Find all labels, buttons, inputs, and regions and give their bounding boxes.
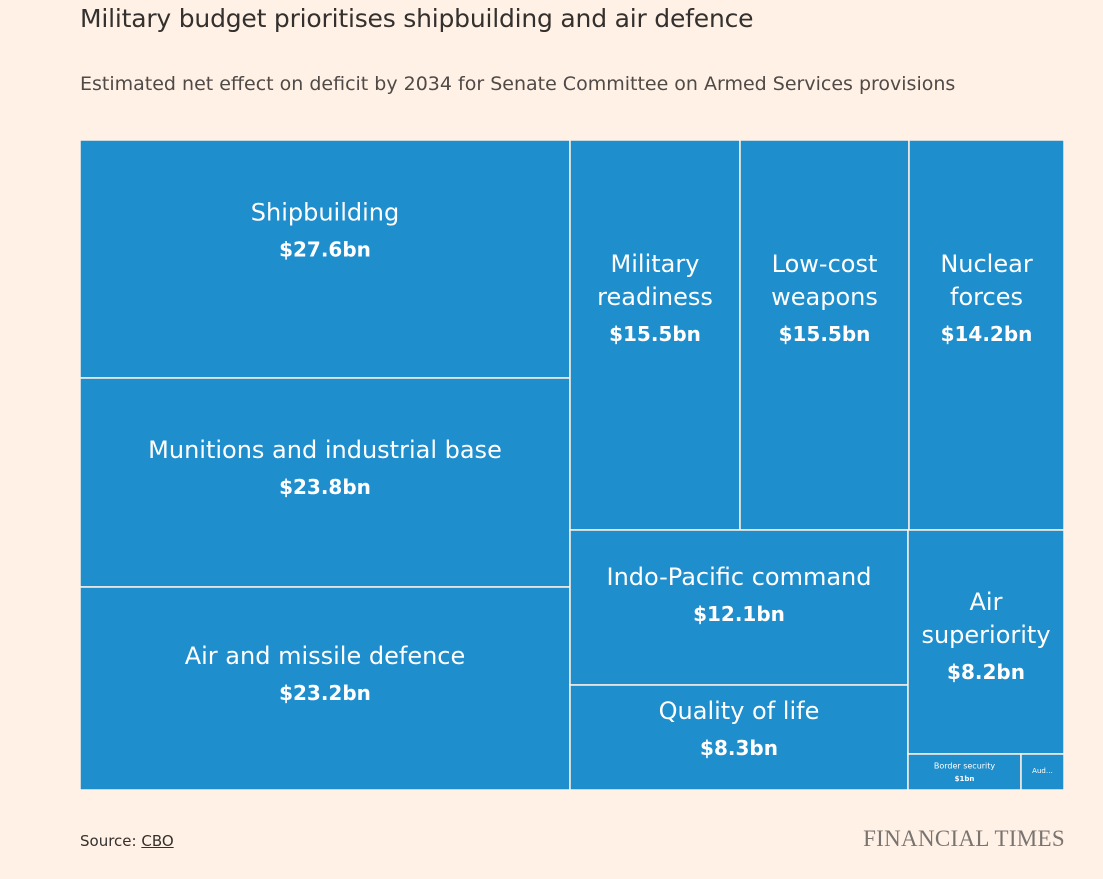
tile-label: Aud… [1032,767,1053,775]
treemap-tile[interactable]: Quality of life $8.3bn [569,684,909,791]
tile-value-label: $23.8bn [279,475,371,499]
tile-label: Border security [934,762,996,771]
treemap-tile[interactable]: Nuclear forces $14.2bn [908,139,1065,531]
tile-label: Air [970,588,1003,616]
tile-label: Shipbuilding [251,199,399,227]
tile-value-label: $12.1bn [693,602,785,626]
tile-value-label: $23.2bn [279,681,371,705]
tile-label: Air and missile defence [185,642,466,670]
tile-label: Indo-Pacific command [606,563,871,591]
chart-subtitle: Estimated net effect on deficit by 2034 … [80,73,956,95]
treemap-tile[interactable]: Indo-Pacific command $12.1bn [569,529,909,686]
source-label: Source: [80,832,142,850]
tile-label: Munitions and industrial base [148,436,502,464]
tile-label: Quality of life [659,697,820,725]
tile-label: Military [611,250,700,278]
source-note: Source: CBO [80,832,174,850]
treemap-tile[interactable]: Low-cost weapons $15.5bn [739,139,910,531]
tile-label: Nuclear [940,250,1033,278]
treemap-tile[interactable]: Border security $1bn [907,753,1022,791]
treemap-tile[interactable]: Air superiority $8.2bn [907,529,1065,755]
tile-value-label: $8.2bn [947,660,1025,684]
treemap-tile[interactable]: Aud… [1020,753,1065,791]
treemap-tile-rect [1020,753,1065,791]
ft-logo: FINANCIAL TIMES [863,826,1065,851]
treemap-tile[interactable]: Shipbuilding $27.6bn [79,139,571,379]
treemap-tile-rect [79,139,571,379]
treemap-tile-rect [907,753,1022,791]
treemap-tile[interactable]: Air and missile defence $23.2bn [79,586,571,791]
treemap-tile-rect [79,586,571,791]
treemap-tile-rect [569,529,909,686]
treemap-tile[interactable]: Military readiness $15.5bn [569,139,741,531]
treemap-tile-rect [569,684,909,791]
tile-value-label: $15.5bn [779,322,871,346]
treemap-tile[interactable]: Munitions and industrial base $23.8bn [79,377,571,588]
tile-label: Low-cost [772,250,878,278]
chart-title: Military budget prioritises shipbuilding… [80,4,754,33]
tile-label: weapons [771,283,878,311]
tile-value-label: $27.6bn [279,238,371,262]
tile-value-label: $8.3bn [700,736,778,760]
treemap-tile-rect [907,529,1065,755]
tile-label: readiness [597,283,713,311]
tile-value-label: $15.5bn [609,322,701,346]
tile-value-label: $14.2bn [941,322,1033,346]
tile-label: superiority [921,621,1050,649]
tile-label: forces [950,283,1023,311]
tile-value-label: $1bn [955,775,975,783]
source-link[interactable]: CBO [141,832,174,850]
